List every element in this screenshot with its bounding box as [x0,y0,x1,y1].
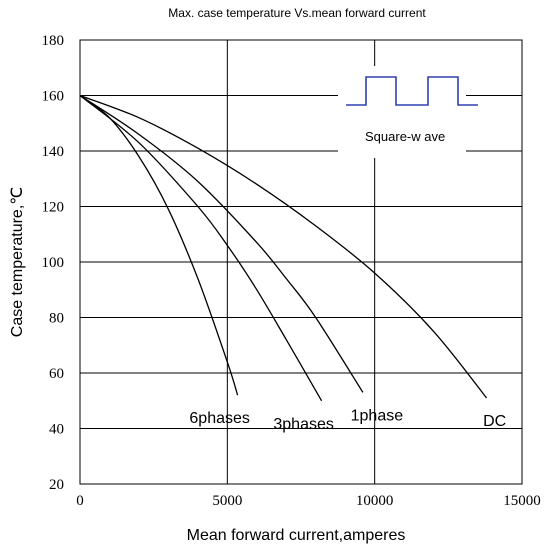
series-labels: 6phases 3phases 1phase DC [189,407,506,432]
chart-title: Max. case temperature Vs.mean forward cu… [168,6,426,20]
y-tick-label: 120 [42,200,65,216]
grid [80,40,522,484]
y-tick-label: 40 [49,422,64,438]
series-line-6phases [79,94,239,396]
square-wave-icon [346,76,478,106]
series-label-dc: DC [483,413,506,430]
series-label-1phase: 1phase [351,407,404,424]
y-tick-label: 160 [42,89,65,105]
plot-frame [79,39,523,485]
wave-label-background [338,66,466,158]
y-tick-label: 140 [42,144,65,160]
y-tick-label: 80 [49,311,64,327]
square-wave-label: Square-w ave [365,129,445,144]
series-label-6phases: 6phases [189,410,250,427]
curves [79,94,488,402]
series-label-3phases: 3phases [273,416,334,433]
series-line-3phases [79,94,323,402]
tick-labels: 20 40 60 80 100 120 140 160 180 0 5000 10000 15000 [42,33,541,509]
x-tick-label: 0 [76,493,84,509]
y-tick-label: 100 [42,255,65,271]
y-axis-label: Case temperature,℃ [9,187,26,337]
series-line-1phase [79,94,364,393]
x-axis-label: Mean forward current,amperes [187,527,406,544]
y-tick-label: 60 [49,366,64,382]
y-tick-label: 180 [42,33,65,49]
square-wave-annotation: Square-w ave [338,66,478,158]
series-line-dc [79,94,488,399]
x-tick-label: 5000 [212,493,242,509]
x-tick-label: 15000 [503,493,541,509]
x-tick-label: 10000 [356,493,394,509]
y-tick-label: 20 [49,477,64,493]
